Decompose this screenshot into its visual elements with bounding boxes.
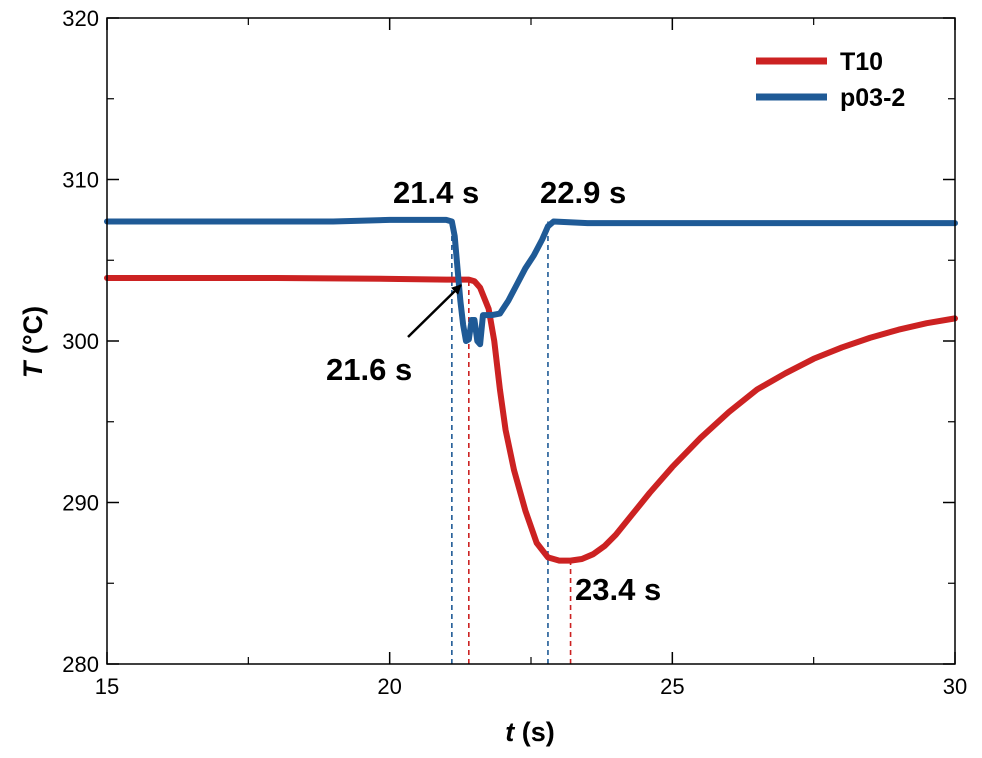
- annotation-22-9: 22.9 s: [540, 175, 626, 210]
- y-tick-label: 280: [62, 652, 99, 677]
- legend-label-t10: T10: [840, 48, 883, 76]
- legend: T10 p03-2: [756, 48, 905, 112]
- x-axis-label: t (s): [505, 717, 555, 747]
- series-line-t10: [104, 275, 958, 564]
- y-tick-label: 300: [62, 329, 99, 354]
- x-tick-label: 15: [95, 674, 119, 699]
- x-tick-label: 20: [377, 674, 401, 699]
- x-tick-label: 30: [943, 674, 967, 699]
- axis-ticks: [106, 17, 956, 665]
- y-tick-label: 320: [62, 6, 99, 31]
- annotation-23-4: 23.4 s: [575, 572, 661, 607]
- y-tick-label: 310: [62, 168, 99, 193]
- tick-labels: 15 20 25 30 280 290 300 310 320: [62, 6, 967, 699]
- legend-label-p03-2: p03-2: [840, 84, 905, 112]
- y-tick-label: 290: [62, 491, 99, 516]
- series-line-p03-2: [104, 216, 958, 348]
- reference-lines: [451, 219, 572, 664]
- y-axis-label: T (°C): [18, 306, 48, 378]
- plot-frame: [106, 17, 956, 665]
- annotation-21-4: 21.4 s: [393, 175, 479, 210]
- annotation-arrow: [407, 284, 462, 338]
- x-tick-label: 25: [660, 674, 684, 699]
- series-layer: [104, 216, 958, 564]
- annotation-21-6: 21.6 s: [326, 352, 412, 387]
